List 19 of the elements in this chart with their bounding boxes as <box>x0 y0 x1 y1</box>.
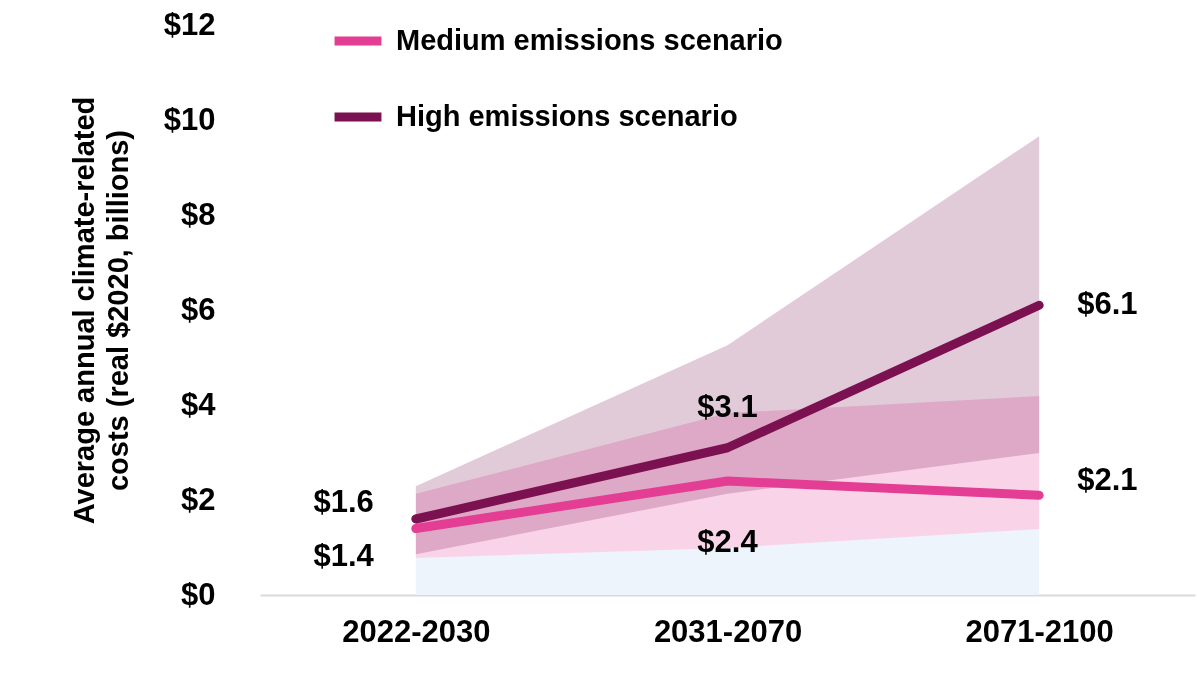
y-tick-label: $0 <box>181 576 216 612</box>
x-tick-label: 2022-2030 <box>342 613 491 649</box>
legend-label: High emissions scenario <box>396 100 738 132</box>
y-tick-label: $6 <box>181 291 216 327</box>
x-tick-label: 2031-2070 <box>653 613 803 649</box>
x-tick-label: 2071-2100 <box>965 613 1114 649</box>
y-tick-label: $2 <box>181 481 216 517</box>
y-tick-label: $10 <box>163 101 216 137</box>
data-label: $2.1 <box>1077 462 1138 498</box>
y-tick-label: $8 <box>181 196 216 232</box>
legend-label: Medium emissions scenario <box>396 24 783 56</box>
data-label: $2.4 <box>697 524 759 559</box>
data-label: $6.1 <box>1077 286 1138 322</box>
data-label: $1.6 <box>313 484 374 519</box>
y-tick-label: $12 <box>163 6 216 42</box>
y-axis-title: Average annual climate-related costs (real $2020, billions) <box>67 96 134 525</box>
y-tick-label: $4 <box>181 386 217 422</box>
data-label: $3.1 <box>697 388 758 424</box>
data-label: $1.4 <box>313 537 375 573</box>
